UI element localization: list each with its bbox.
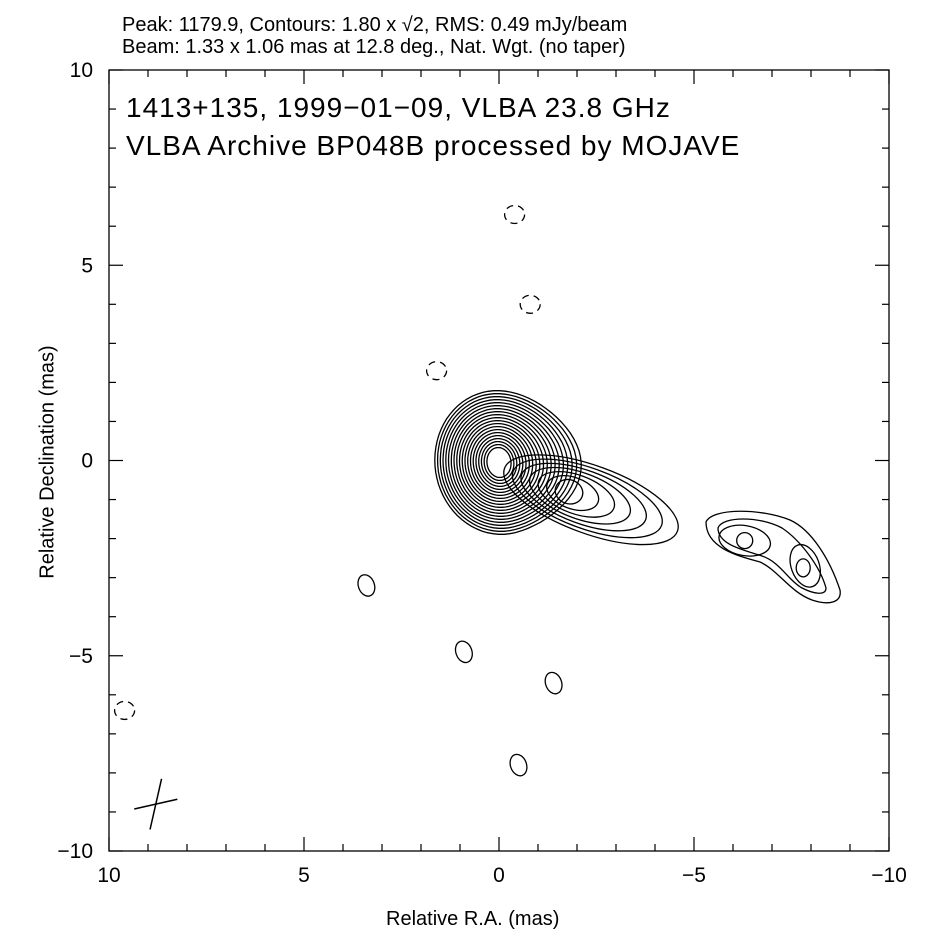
core-contour bbox=[475, 434, 524, 491]
jet-contour bbox=[789, 543, 822, 588]
core-contour bbox=[445, 402, 565, 523]
contour-lines bbox=[113, 204, 841, 777]
axis-ticks bbox=[108, 69, 890, 852]
core-contour bbox=[478, 437, 521, 488]
beam-minor-axis bbox=[134, 798, 178, 810]
x-tick-labels: 10 5 0 −5 −10 bbox=[97, 864, 906, 887]
y-tick-label: 0 bbox=[81, 450, 93, 473]
negative-contour bbox=[519, 294, 541, 314]
x-tick-label: 10 bbox=[97, 864, 120, 887]
jet-contour bbox=[528, 466, 632, 525]
jet-contour bbox=[546, 475, 600, 512]
y-tick-labels: −10 −5 0 5 10 bbox=[57, 59, 93, 863]
core-contour bbox=[434, 390, 582, 535]
isolated-contour bbox=[509, 753, 528, 777]
jet-contour bbox=[503, 454, 679, 546]
annotation-line-2: VLBA Archive BP048B processed by MOJAVE bbox=[126, 130, 741, 161]
core-contour bbox=[486, 446, 512, 479]
jet-contour bbox=[718, 524, 772, 557]
negative-contour bbox=[425, 361, 448, 381]
negative-contour bbox=[113, 700, 136, 721]
jet-contour bbox=[554, 478, 584, 505]
x-axis-label: Relative R.A. (mas) bbox=[386, 908, 560, 930]
jet-contour bbox=[795, 558, 811, 578]
core-contour bbox=[467, 425, 534, 500]
negative-contour bbox=[503, 204, 526, 225]
y-tick-label: 10 bbox=[70, 59, 93, 82]
x-tick-label: −10 bbox=[871, 864, 907, 887]
jet-contour bbox=[736, 531, 754, 550]
plot-frame bbox=[108, 69, 890, 852]
y-axis-label: Relative Declination (mas) bbox=[36, 345, 59, 579]
header-line-1: Peak: 1179.9, Contours: 1.80 x √2, RMS: … bbox=[122, 14, 628, 36]
x-tick-label: 5 bbox=[298, 864, 310, 887]
annotation-line-1: 1413+135, 1999−01−09, VLBA 23.8 GHz bbox=[126, 92, 671, 123]
jet-contour bbox=[511, 458, 663, 539]
x-tick-label: −5 bbox=[682, 864, 706, 887]
core-contour bbox=[469, 428, 530, 497]
core-contour bbox=[442, 399, 569, 526]
jet-contour bbox=[705, 510, 841, 604]
core-contour bbox=[447, 405, 560, 520]
isolated-contour bbox=[357, 574, 376, 597]
core-contour bbox=[483, 443, 515, 482]
header-line-2: Beam: 1.33 x 1.06 mas at 12.8 deg., Nat.… bbox=[122, 36, 626, 58]
core-contour bbox=[450, 408, 556, 517]
y-tick-label: −10 bbox=[57, 840, 93, 863]
y-tick-label: 5 bbox=[81, 254, 93, 277]
core-contour bbox=[464, 422, 537, 503]
isolated-contour bbox=[544, 671, 563, 695]
y-tick-label: −5 bbox=[69, 645, 93, 668]
x-tick-label: 0 bbox=[493, 864, 505, 887]
isolated-contour bbox=[454, 640, 473, 664]
core-contour bbox=[458, 417, 545, 508]
core-contour bbox=[480, 440, 518, 485]
jet-contour bbox=[717, 518, 827, 594]
jet-contour bbox=[537, 471, 616, 518]
beam-marker bbox=[134, 778, 178, 830]
jet-contour bbox=[520, 462, 648, 532]
